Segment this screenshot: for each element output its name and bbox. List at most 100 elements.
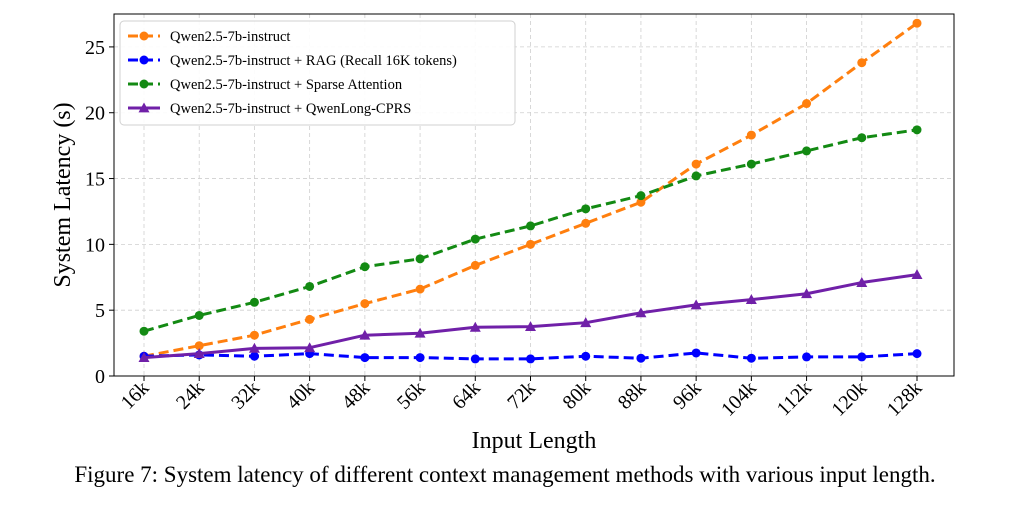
x-tick-label: 32k [227,377,264,414]
series-line [143,128,918,333]
data-point [746,130,756,140]
data-point [912,125,922,135]
series-2 [139,125,922,336]
data-point [691,159,701,169]
x-tick-label: 120k [827,377,871,421]
data-point [248,342,260,353]
x-tick-label: 80k [558,377,595,414]
y-tick-label: 25 [85,37,105,59]
x-tick-label: 72k [503,377,540,414]
data-point [193,348,205,359]
legend: Qwen2.5-7b-instruct Qwen2.5-7b-instruct +… [119,20,516,126]
data-point [802,352,812,362]
series-layer [138,18,923,364]
data-point [304,342,316,353]
data-point [636,197,646,207]
x-tick-label: 96k [669,377,706,414]
data-point [802,99,812,109]
x-axis-label: Input Length [472,428,597,454]
legend-label: Qwen2.5-7b-instruct + Sparse Attention [170,77,403,93]
y-axis-label: System Latency (s) [50,102,76,287]
series-line [143,351,918,361]
data-point [470,234,480,244]
data-point [526,221,535,231]
series-3 [138,269,923,362]
data-point [360,262,370,272]
y-tick-label: 5 [95,300,105,322]
x-tick-label: 24k [172,377,209,414]
y-tick-label: 20 [85,103,105,125]
data-point [857,58,867,68]
data-point [249,330,259,340]
data-point [580,317,592,328]
data-point [470,354,480,364]
legend-label: Qwen2.5-7b-instruct + QwenLong-CPRS [170,101,411,117]
data-point [802,146,812,156]
data-point [470,260,480,270]
data-point [581,218,591,228]
legend-box [119,20,516,126]
y-tick-label: 10 [85,234,105,256]
legend-label: Qwen2.5-7b-instruct + RAG (Recall 16K to… [170,53,457,69]
data-point [746,159,756,169]
data-point [360,353,370,363]
x-tick-label: 56k [393,377,430,414]
x-tick-label: 88k [614,377,651,414]
legend-entry: Qwen2.5-7b-instruct + QwenLong-CPRS [128,101,411,117]
x-tick-label: 128k [883,377,927,421]
data-point [305,314,315,324]
x-tick-label: 64k [448,377,485,414]
y-tick-label: 15 [85,169,105,191]
data-point [249,351,259,361]
data-point [415,284,425,294]
data-point [912,18,922,28]
x-tick-label: 40k [282,377,319,414]
x-tick-label: 16k [117,377,154,414]
line-chart: 0 5 10 15 20 25 16k 24k 32k 40k 48k 56k 64k 72k 80k 88… [50,13,955,454]
data-point [856,277,868,287]
x-tick-label: 48k [338,377,375,414]
data-point [636,353,646,363]
data-point [581,351,591,361]
x-tick-label: 112k [773,377,816,420]
data-point [745,294,757,305]
figure-caption: Figure 7: System latency of different co… [74,462,936,487]
data-point [469,321,481,332]
x-axis: 16k 24k 32k 40k 48k 56k 64k 72k 80k 88k 96k 104k 112… [117,376,927,421]
data-point [415,254,425,264]
data-point [360,299,370,309]
legend-marker [139,79,149,89]
data-point [912,349,922,359]
data-point [194,310,204,320]
plot-frame [113,13,955,377]
data-point [636,191,646,201]
data-point [746,353,756,363]
data-point [414,327,426,338]
x-tick-label: 104k [717,377,761,421]
legend-entry: Qwen2.5-7b-instruct [128,29,290,45]
legend-entry: Qwen2.5-7b-instruct + Sparse Attention [128,77,403,93]
data-point [305,281,315,291]
data-point [911,269,923,280]
data-point [635,307,647,318]
legend-label: Qwen2.5-7b-instruct [170,29,290,45]
y-axis: 0 5 10 15 20 25 [85,37,114,388]
legend-marker [139,31,149,41]
data-point [691,348,701,358]
data-point [857,133,867,143]
data-point [139,326,149,336]
legend-entry: Qwen2.5-7b-instruct + RAG (Recall 16K to… [128,53,457,69]
data-point [801,288,813,299]
y-tick-label: 0 [95,366,105,388]
data-point [857,352,867,362]
data-point [581,204,591,214]
data-point [415,353,425,363]
data-point [194,341,204,351]
data-point [359,329,371,340]
data-point [690,299,702,310]
data-point [525,321,536,332]
series-line [143,21,918,358]
data-point [526,354,535,364]
data-point [691,171,701,181]
legend-marker [139,55,149,65]
